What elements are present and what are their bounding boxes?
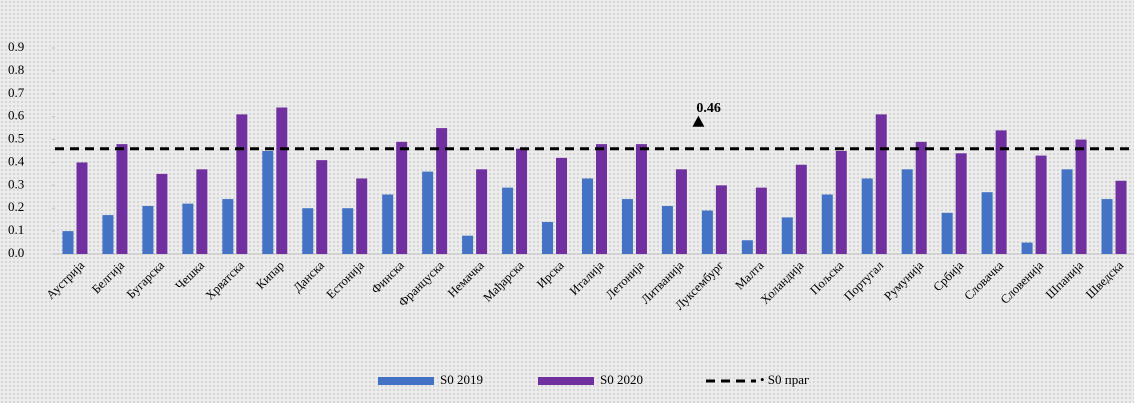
- x-tick-label: Холандија: [758, 258, 807, 307]
- bar: [995, 130, 1007, 254]
- legend-label: S0 2020: [600, 372, 643, 387]
- bar: [436, 128, 448, 254]
- y-tick-label: 0.0: [8, 245, 24, 260]
- bar: [941, 212, 953, 254]
- bar: [675, 169, 687, 254]
- x-tick-label: Португал: [841, 258, 886, 303]
- y-tick-label: 0.9: [8, 39, 24, 54]
- x-tick-label: Румунија: [881, 258, 926, 303]
- x-tick-label: Бугарска: [124, 258, 167, 301]
- bar: [741, 240, 753, 254]
- bar: [981, 192, 993, 254]
- bar: [1075, 139, 1087, 254]
- bar: [795, 164, 807, 254]
- bar: [222, 199, 234, 254]
- bar: [1035, 155, 1047, 254]
- y-tick-label: 0.6: [8, 108, 25, 123]
- legend-swatch: [538, 377, 594, 385]
- x-tick-label: Шведска: [1083, 258, 1127, 302]
- x-tick-label: Словенија: [998, 258, 1047, 307]
- y-tick-label: 0.5: [8, 131, 24, 146]
- legend-label: S0 2019: [440, 372, 483, 387]
- bar: [302, 208, 314, 254]
- x-tick-label: Мађарска: [480, 258, 527, 305]
- x-tick-label: Шпанија: [1043, 258, 1087, 302]
- x-tick-label: Белгија: [89, 258, 127, 296]
- bar: [142, 205, 154, 254]
- bar: [342, 208, 354, 254]
- bar: [156, 173, 168, 254]
- bar: [701, 210, 713, 254]
- bar: [635, 144, 647, 254]
- x-tick-label: Србија: [930, 258, 966, 294]
- bar: [715, 185, 727, 254]
- x-tick-label: Малта: [732, 258, 766, 292]
- x-tick-label: Италија: [567, 258, 607, 298]
- bar: [422, 171, 434, 254]
- bar: [1115, 180, 1127, 254]
- bar: [236, 114, 248, 254]
- bar: [821, 194, 833, 254]
- x-tick-label: Хрватска: [203, 258, 248, 303]
- bar: [1021, 242, 1033, 254]
- bar: [1061, 169, 1073, 254]
- bar: [556, 157, 568, 254]
- bar: [76, 162, 88, 254]
- bar: [542, 221, 554, 254]
- x-tick-label: Чешка: [173, 258, 208, 293]
- bar: [356, 178, 368, 254]
- bar: [835, 151, 847, 254]
- x-tick-label: Кипар: [253, 258, 287, 292]
- bar: [875, 114, 887, 254]
- bar: [116, 144, 128, 254]
- y-tick-label: 0.4: [8, 153, 25, 168]
- bar: [955, 153, 967, 254]
- bar: [502, 187, 514, 254]
- bar: [582, 178, 593, 254]
- bar: [596, 144, 607, 254]
- x-tick-label: Ирска: [534, 258, 567, 291]
- bar: [196, 169, 208, 254]
- bar: [661, 205, 673, 254]
- bar: [901, 169, 913, 254]
- y-tick-label: 0.3: [8, 176, 24, 191]
- y-tick-label: 0.1: [8, 222, 24, 237]
- bar: [262, 151, 274, 254]
- bar: [276, 107, 288, 254]
- legend-label: • S0 праг: [760, 372, 809, 387]
- bar: [462, 235, 474, 254]
- bar: [182, 203, 194, 254]
- bar: [516, 148, 528, 254]
- bar: [396, 141, 408, 254]
- x-tick-label: Финска: [368, 258, 407, 297]
- x-tick-label: Естонија: [324, 258, 368, 302]
- x-tick-label: Аустрија: [43, 258, 87, 302]
- y-tick-label: 0.2: [8, 199, 24, 214]
- bar: [62, 231, 74, 254]
- bar: [861, 178, 873, 254]
- annotation-label: 0.46: [696, 101, 721, 116]
- y-tick-label: 0.8: [8, 62, 24, 77]
- bar: [621, 199, 633, 254]
- annotation-marker: [692, 115, 705, 127]
- y-tick-label: 0.7: [8, 85, 25, 100]
- legend-swatch: [378, 377, 434, 385]
- bar: [781, 217, 793, 254]
- x-tick-label: Данска: [290, 258, 327, 295]
- x-tick-label: Пољска: [807, 258, 846, 297]
- bar: [1101, 199, 1113, 254]
- bar: [316, 160, 328, 254]
- bar: [755, 187, 767, 254]
- bar: [102, 215, 114, 254]
- bar: [476, 169, 488, 254]
- bar: [382, 194, 394, 254]
- bar: [915, 141, 927, 254]
